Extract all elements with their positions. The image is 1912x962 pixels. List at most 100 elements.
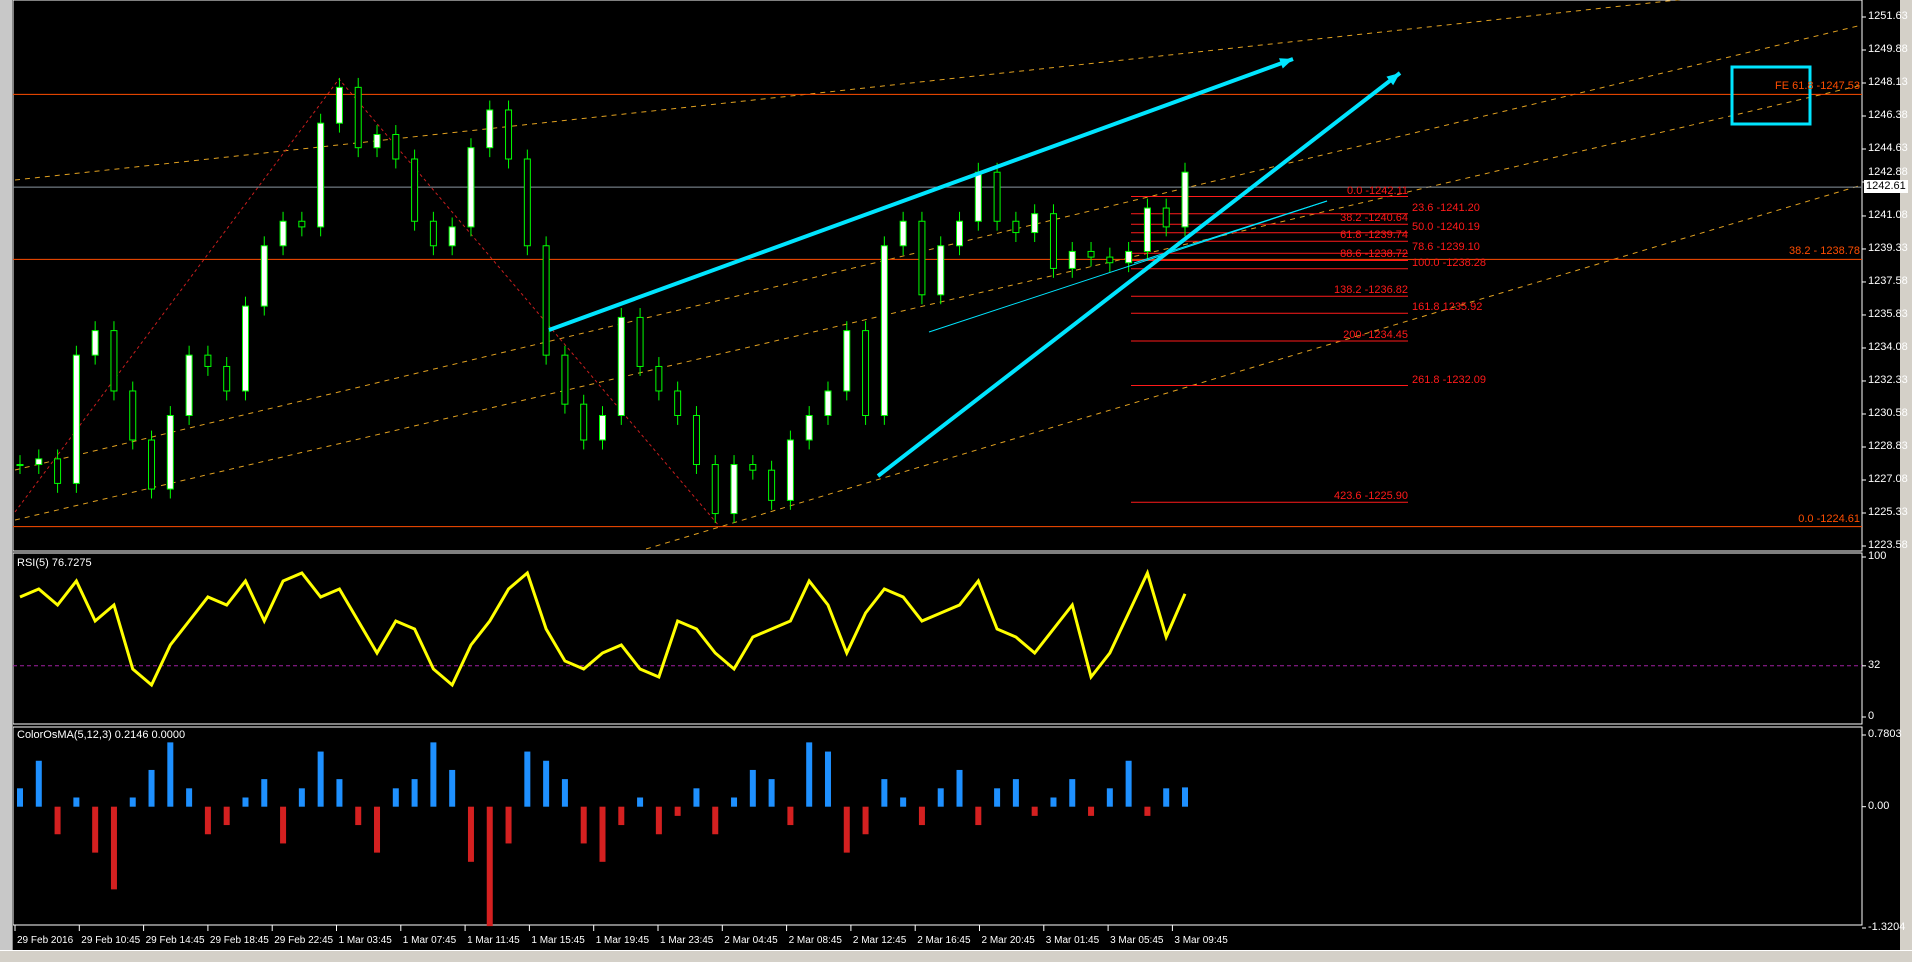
candle-body [862, 330, 870, 416]
price-axis-label: 1232.33 [1868, 373, 1908, 386]
osma-bar [411, 779, 418, 807]
price-axis-label: 1246.38 [1868, 109, 1908, 121]
candle-body [241, 305, 249, 392]
candle-body [110, 330, 118, 392]
osma-bar [787, 806, 794, 826]
rsi-line [19, 568, 1187, 688]
time-axis-label: 29 Feb 18:45 [209, 935, 269, 946]
time-axis-label: 29 Feb 2016 [17, 935, 74, 946]
osma-bar [336, 779, 343, 807]
vertical-scrollbar[interactable] [1900, 0, 1912, 950]
candle-body [166, 414, 174, 490]
horizontal-line-label: 38.2 - 1238.78 [1789, 245, 1860, 258]
time-axis-label: 1 Mar 11:45 [467, 935, 520, 946]
fib-level-label: 261.8 -1232.09 [1412, 373, 1487, 386]
rsi-axis-label: 32 [1868, 658, 1881, 671]
osma-bar [712, 806, 719, 835]
candle-body [1181, 171, 1189, 228]
candle-body [354, 86, 362, 149]
candle-body [711, 464, 719, 515]
candle-body [392, 133, 400, 160]
price-axis-label: 1241.08 [1868, 208, 1908, 221]
osma-axis-label: -1.3204 [1868, 921, 1906, 933]
osma-bar [167, 742, 174, 807]
osma-bar [374, 806, 381, 853]
osma-bar [994, 788, 1001, 807]
time-axis-label: 2 Mar 20:45 [981, 935, 1035, 946]
candle-body [561, 354, 569, 405]
time-axis-label: 2 Mar 16:45 [917, 935, 971, 946]
osma-bar [1050, 797, 1057, 807]
candle-body [91, 330, 99, 356]
osma-bar [129, 797, 136, 807]
candle-body [129, 390, 137, 441]
candle-body [974, 171, 982, 222]
osma-bar [449, 769, 456, 807]
osma-bar [674, 806, 681, 816]
price-axis-label: 1228.83 [1868, 439, 1908, 452]
rsi-axis-label: 100 [1868, 550, 1887, 562]
arrowhead-icon [1279, 58, 1293, 69]
candle-body [580, 403, 588, 441]
chart-tabs-bar[interactable] [0, 950, 1912, 962]
candle-body [185, 354, 193, 416]
candle-body [317, 122, 325, 228]
candle-body [35, 458, 43, 466]
candle-body [993, 171, 1001, 222]
current-price-label: 1242.61 [1864, 180, 1908, 194]
candle-body [880, 245, 888, 416]
candle-body [54, 458, 62, 484]
candle-body [786, 439, 794, 501]
horizontal-line-label: FE 61.8 -1247.53 [1774, 80, 1860, 93]
trend-arrow-line [876, 71, 1402, 478]
time-axis-label: 29 Feb 10:45 [81, 935, 141, 946]
candle-body [148, 439, 156, 490]
osma-bar [1088, 806, 1095, 816]
fib-level-label: 423.6 -1225.90 [1333, 490, 1408, 503]
channel-line [14, 24, 1863, 471]
price-axis-label: 1239.33 [1868, 241, 1908, 254]
time-axis-label: 1 Mar 23:45 [660, 935, 714, 946]
time-axis-label: 3 Mar 01:45 [1045, 935, 1100, 946]
candle-body [1162, 207, 1170, 228]
candle-body [204, 354, 212, 367]
fib-level-label: 61.8 -1239.74 [1340, 229, 1408, 242]
candle-body [1125, 250, 1133, 264]
osma-bar [35, 760, 42, 807]
candle-body [523, 158, 531, 247]
time-axis-label: 1 Mar 07:45 [402, 935, 457, 946]
price-axis-label: 1223.58 [1868, 539, 1908, 551]
fib-level-label: 100.0 -1238.28 [1412, 256, 1487, 269]
osma-bar [580, 806, 587, 844]
candle-body [448, 226, 456, 247]
osma-bar [900, 797, 907, 807]
osma-bar [618, 806, 625, 826]
osma-bar [486, 806, 493, 927]
osma-label: ColorOsMA(5,12,3) 0.2146 0.0000 [17, 729, 186, 741]
candle-body [617, 316, 625, 416]
osma-bar [1125, 760, 1132, 807]
osma-bar [355, 806, 362, 826]
candle-body [486, 109, 494, 149]
candle-body [16, 464, 24, 467]
osma-bar [430, 742, 437, 807]
time-axis-label: 3 Mar 05:45 [1110, 935, 1164, 946]
candle-body [899, 220, 907, 247]
price-axis-label: 1242.88 [1868, 166, 1908, 179]
time-axis-label: 1 Mar 19:45 [595, 935, 650, 946]
osma-bar [937, 788, 944, 807]
osma-bar [467, 806, 474, 862]
osma-bar [768, 779, 775, 807]
osma-bar [505, 806, 512, 844]
osma-bar [298, 788, 305, 807]
trend-arrow-line [548, 57, 1294, 332]
osma-bar [862, 806, 869, 835]
candle-body [373, 133, 381, 149]
osma-bar [561, 779, 568, 807]
candle-body [824, 390, 832, 416]
fib-level-label: 0.0 -1242.11 [1347, 184, 1408, 197]
candle-body [72, 354, 80, 484]
time-axis-label: 1 Mar 03:45 [338, 935, 392, 946]
